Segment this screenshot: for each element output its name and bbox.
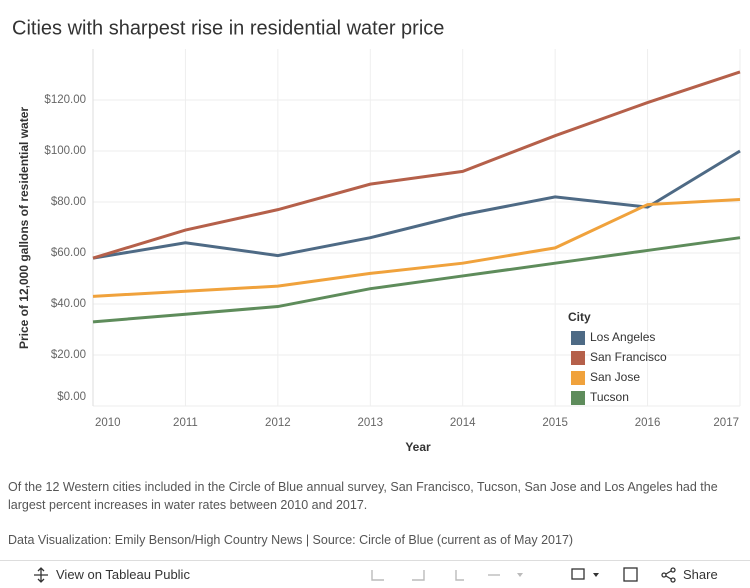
- x-tick-label: 2011: [173, 417, 198, 429]
- legend-swatch: [571, 351, 585, 365]
- toolbar: View on Tableau Public Share: [0, 560, 750, 588]
- x-tick-label: 2012: [265, 417, 291, 429]
- y-tick-label: $40.00: [51, 298, 86, 310]
- legend-swatch: [571, 331, 585, 345]
- y-tick-label: $80.00: [51, 196, 86, 208]
- legend-label: San Jose: [590, 370, 640, 384]
- x-tick-label: 2017: [713, 417, 739, 429]
- y-tick-label: $0.00: [57, 391, 86, 403]
- legend-title: City: [568, 310, 591, 324]
- x-tick-label: 2015: [542, 417, 568, 429]
- y-tick-label: $100.00: [44, 145, 86, 157]
- legend-label: San Francisco: [590, 350, 667, 364]
- series-line: [92, 149, 741, 260]
- x-tick-label: 2010: [95, 417, 121, 429]
- credit: Data Visualization: Emily Benson/High Co…: [8, 533, 574, 547]
- y-axis-label: Price of 12,000 gallons of residential w…: [17, 107, 31, 349]
- y-tick-label: $120.00: [44, 94, 86, 106]
- chart: Cities with sharpest rise in residential…: [12, 17, 741, 454]
- chart-title: Cities with sharpest rise in residential…: [12, 17, 444, 39]
- series-line: [92, 236, 741, 324]
- view-on-tableau[interactable]: View on Tableau Public: [56, 567, 190, 582]
- legend-label: Tucson: [590, 390, 629, 404]
- series-line: [92, 70, 741, 260]
- legend-label: Los Angeles: [590, 330, 655, 344]
- x-tick-label: 2014: [450, 417, 476, 429]
- legend-swatch: [571, 391, 585, 405]
- legend-swatch: [571, 371, 585, 385]
- x-tick-label: 2016: [635, 417, 661, 429]
- caption: Of the 12 Western cities included in the…: [8, 480, 718, 512]
- x-axis-label: Year: [405, 440, 431, 454]
- share-button[interactable]: Share: [683, 567, 718, 582]
- y-tick-label: $20.00: [51, 349, 86, 361]
- series-line: [92, 197, 741, 298]
- y-tick-label: $60.00: [51, 247, 86, 259]
- toolbar-icons: [34, 567, 676, 583]
- x-tick-label: 2013: [357, 417, 383, 429]
